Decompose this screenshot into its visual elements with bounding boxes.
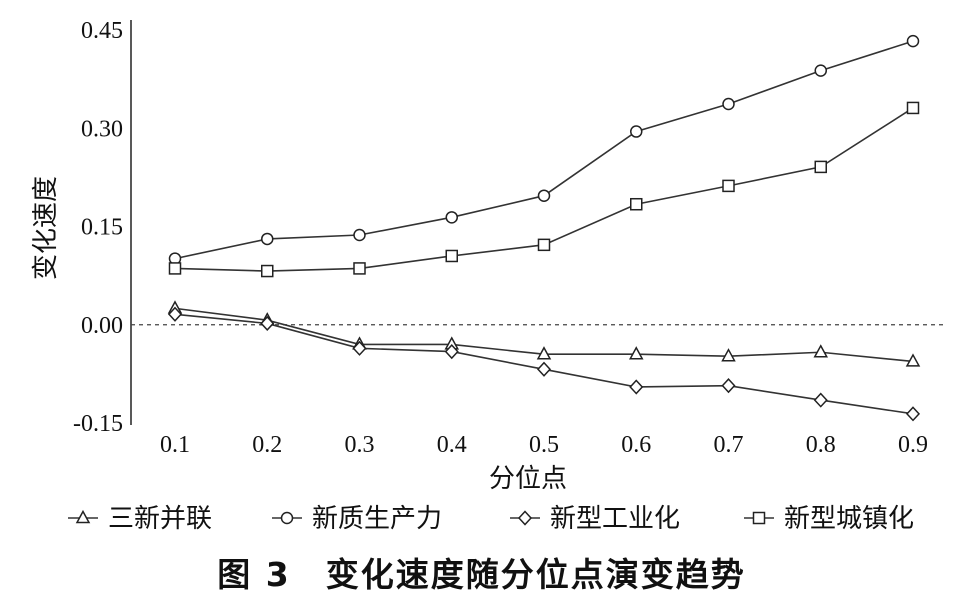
x-axis-label: 分位点	[489, 464, 567, 494]
data-point	[905, 406, 921, 422]
y-axis-label: 变化速度	[31, 176, 61, 280]
y-tick-label: 0.00	[81, 313, 123, 339]
data-point	[167, 306, 183, 322]
x-tick-label: 0.6	[621, 432, 651, 458]
data-point	[261, 264, 274, 278]
data-point	[628, 346, 644, 360]
legend-marker	[517, 510, 533, 526]
x-tick-label: 0.3	[345, 432, 375, 458]
data-point	[630, 125, 643, 138]
axes: -0.15 0.00 0.15 0.30 0.45 0.1 0.2 0.3 0.4 0.5 0.6 0…	[73, 18, 928, 458]
x-tick-label: 0.7	[714, 432, 744, 458]
x-tick-label: 0.5	[529, 432, 559, 458]
legend-label: 新型工业化	[550, 504, 680, 534]
data-point	[353, 228, 366, 242]
y-tick-label: 0.30	[81, 116, 123, 142]
data-point	[168, 262, 182, 275]
data-point	[813, 344, 829, 358]
x-tick-label: 0.1	[160, 432, 190, 458]
x-tick-label: 0.8	[806, 432, 836, 458]
legend: 三新并联 新质生产力 新型工业化 新型城镇化	[68, 504, 914, 534]
data-point	[536, 361, 552, 377]
data-point	[814, 64, 827, 77]
line-chart: -0.15 0.00 0.15 0.30 0.45 0.1 0.2 0.3 0.4 0.5 0.6 0…	[31, 18, 945, 534]
data-point	[445, 211, 458, 224]
data-point	[537, 238, 551, 252]
x-tick-label: 0.4	[437, 432, 467, 458]
data-point	[721, 378, 736, 394]
data-point	[537, 189, 551, 202]
data-point	[722, 97, 735, 111]
legend-marker	[752, 511, 766, 525]
legend-label: 三新并联	[108, 504, 212, 534]
data-point	[444, 343, 459, 360]
legend-marker	[75, 509, 91, 524]
figure-caption: 图 3 变化速度随分位点演变趋势	[217, 555, 746, 594]
x-tick-label: 0.2	[252, 432, 282, 458]
legend-label: 新型城镇化	[784, 504, 914, 534]
data-point	[905, 353, 921, 367]
legend-marker	[280, 511, 294, 525]
data-point	[629, 379, 644, 395]
data-point	[813, 392, 828, 408]
legend-label: 新质生产力	[312, 504, 442, 534]
data-point	[260, 315, 275, 332]
y-tick-label: 0.15	[81, 215, 123, 241]
data-point	[536, 346, 552, 360]
series-line	[174, 40, 914, 260]
data-point	[906, 101, 920, 115]
y-tick-label: 0.45	[81, 18, 123, 44]
data-point	[630, 197, 643, 211]
data-point	[261, 232, 274, 246]
data-point	[721, 348, 736, 362]
y-tick-label: -0.15	[73, 411, 123, 437]
x-tick-label: 0.9	[898, 432, 928, 458]
data-point	[353, 262, 366, 275]
data-point	[445, 249, 458, 263]
data-point	[352, 340, 367, 356]
series-markers	[167, 34, 921, 422]
data-point	[906, 34, 920, 48]
data-point	[814, 160, 827, 174]
data-point	[722, 179, 735, 193]
